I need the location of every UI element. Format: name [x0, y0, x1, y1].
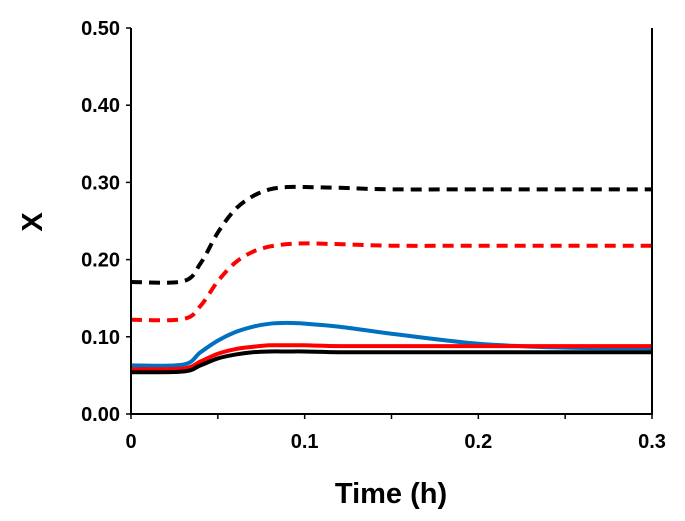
x-axis-label: Time (h) [335, 478, 447, 510]
y-axis-label: X [17, 212, 49, 232]
x-tick-label: 0.2 [464, 431, 492, 453]
x-tick-label: 0.3 [638, 431, 666, 453]
y-tick-label: 0.10 [81, 327, 120, 349]
y-tick-label: 0.20 [81, 250, 120, 272]
series-line-black-solid [130, 349, 652, 375]
series-line-red-solid [130, 343, 652, 372]
y-tick-label: 0.00 [81, 404, 120, 426]
series-line-red-dashed [130, 241, 652, 323]
series-line-blue-solid [130, 320, 653, 368]
x-tick-label: 0 [125, 431, 136, 453]
y-tick-label: 0.30 [81, 172, 120, 194]
x-tick-label: 0.1 [291, 431, 319, 453]
y-tick-label: 0.40 [81, 95, 120, 117]
series-line-black-dashed [130, 184, 652, 285]
y-tick-label: 0.50 [81, 18, 120, 40]
